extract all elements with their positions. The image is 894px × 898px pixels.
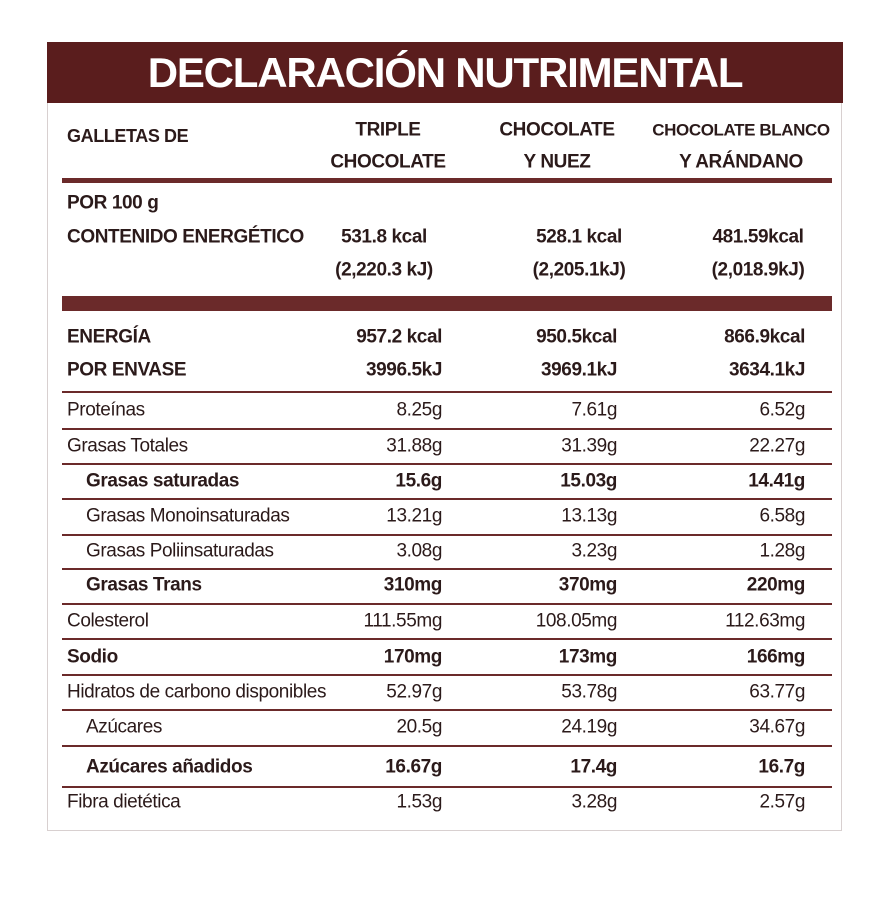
section-bar <box>62 296 832 311</box>
row-label: Azúcares <box>86 716 163 738</box>
row-rule <box>62 709 832 711</box>
energy-value: 3996.5kJ <box>365 359 442 381</box>
row-value: 17.4g <box>570 756 617 778</box>
row-value: 63.77g <box>749 681 805 703</box>
row-label: Fibra dietética <box>67 791 181 813</box>
energy-value: (2,220.3 kJ) <box>335 259 433 281</box>
row-label: Grasas saturadas <box>86 470 240 492</box>
section-label: POR 100 g <box>67 192 159 214</box>
row-rule <box>62 786 832 788</box>
header-label: GALLETAS DE <box>67 126 189 146</box>
row-value: 15.6g <box>395 470 442 492</box>
row-value: 22.27g <box>749 435 805 457</box>
row-value: 6.58g <box>759 505 805 527</box>
energy-value: 3634.1kJ <box>728 359 805 381</box>
row-rule <box>62 638 832 640</box>
row-rule <box>62 391 832 393</box>
row-rule <box>62 463 832 465</box>
row-rule <box>62 603 832 605</box>
row-value: 173mg <box>558 646 618 668</box>
energy-value: 3969.1kJ <box>540 359 617 381</box>
row-value: 31.39g <box>561 435 617 457</box>
row-label: Proteínas <box>67 399 145 421</box>
column-header: CHOCOLATE BLANCO <box>652 120 830 140</box>
row-value: 14.41g <box>748 470 805 492</box>
row-value: 53.78g <box>561 681 617 703</box>
row-value: 370mg <box>558 574 618 596</box>
row-label: Grasas Monoinsaturadas <box>86 505 290 527</box>
row-label: Sodio <box>67 646 118 668</box>
title-bar <box>47 42 843 103</box>
title: DECLARACIÓN NUTRIMENTAL <box>147 49 744 96</box>
energy-value: (2,205.1kJ) <box>532 259 626 281</box>
row-value: 52.97g <box>386 681 442 703</box>
row-value: 310mg <box>383 574 443 596</box>
row-rule <box>62 745 832 747</box>
energy-value: 481.59kcal <box>712 226 804 248</box>
row-label: Azúcares añadidos <box>86 756 253 778</box>
row-value: 3.23g <box>571 540 617 562</box>
column-header: CHOCOLATE <box>330 151 446 173</box>
row-value: 20.5g <box>396 716 442 738</box>
row-value: 2.57g <box>759 791 805 813</box>
energy-value: 957.2 kcal <box>356 326 442 348</box>
row-value: 6.52g <box>759 399 805 421</box>
row-label: Grasas Trans <box>86 574 202 596</box>
row-value: 24.19g <box>561 716 617 738</box>
row-value: 111.55mg <box>363 610 443 632</box>
row-value: 31.88g <box>386 435 442 457</box>
energy-value: 950.5kcal <box>536 326 617 348</box>
row-value: 13.13g <box>561 505 617 527</box>
row-label: Grasas Totales <box>67 435 188 457</box>
row-rule <box>62 428 832 430</box>
section-label: ENERGÍA <box>67 326 151 348</box>
row-label: Hidratos de carbono disponibles <box>67 681 327 703</box>
row-value: 16.7g <box>758 756 805 778</box>
column-header: TRIPLE <box>355 119 421 141</box>
row-rule <box>62 674 832 676</box>
row-value: 8.25g <box>396 399 442 421</box>
energy-value: 866.9kcal <box>724 326 805 348</box>
row-value: 3.08g <box>396 540 442 562</box>
column-header: Y NUEZ <box>523 151 591 173</box>
row-value: 108.05mg <box>535 610 618 632</box>
row-value: 15.03g <box>560 470 617 492</box>
row-value: 1.28g <box>759 540 805 562</box>
header-rule <box>62 178 832 183</box>
row-rule <box>62 568 832 570</box>
row-value: 1.53g <box>396 791 442 813</box>
row-value: 166mg <box>746 646 806 668</box>
row-value: 3.28g <box>571 791 617 813</box>
row-value: 220mg <box>746 574 806 596</box>
row-value: 112.63mg <box>725 610 805 632</box>
energy-value: 531.8 kcal <box>341 226 427 248</box>
energy-value: 528.1 kcal <box>536 226 622 248</box>
row-value: 7.61g <box>571 399 617 421</box>
row-value: 170mg <box>383 646 443 668</box>
row-rule <box>62 534 832 536</box>
column-header: CHOCOLATE <box>499 119 615 141</box>
column-header: Y ARÁNDANO <box>679 151 803 173</box>
row-label: Colesterol <box>67 610 149 632</box>
row-value: 13.21g <box>386 505 442 527</box>
section-label: POR ENVASE <box>67 359 187 381</box>
energy-value: (2,018.9kJ) <box>711 259 805 281</box>
row-rule <box>62 498 832 500</box>
row-value: 34.67g <box>749 716 805 738</box>
section-label: CONTENIDO ENERGÉTICO <box>67 226 304 248</box>
row-label: Grasas Poliinsaturadas <box>86 540 274 562</box>
row-value: 16.67g <box>385 756 442 778</box>
